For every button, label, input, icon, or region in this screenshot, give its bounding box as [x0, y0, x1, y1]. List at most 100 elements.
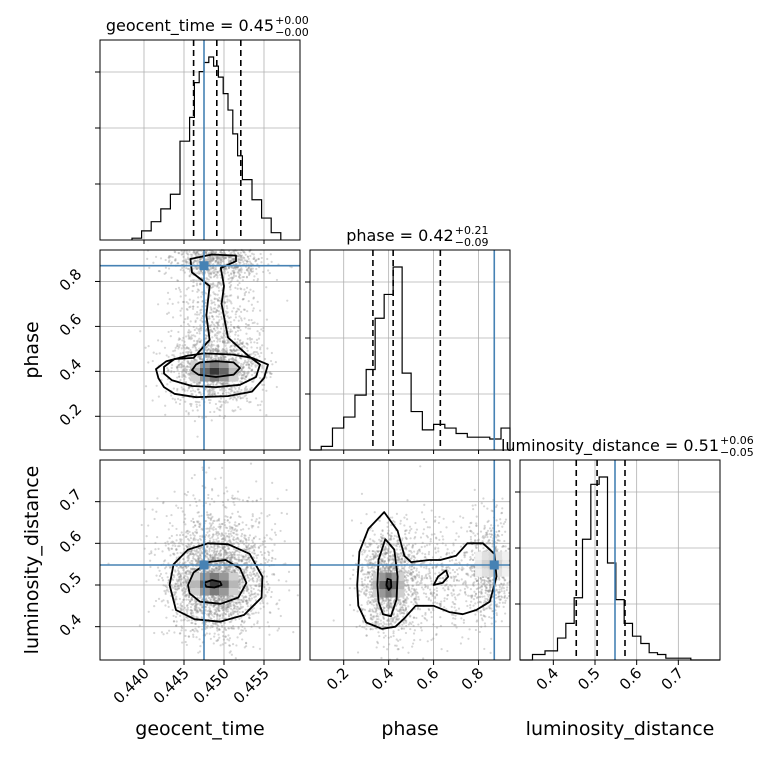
scatter-point	[260, 400, 263, 403]
scatter-point	[262, 326, 265, 330]
scatter-point	[271, 481, 274, 484]
scatter-point	[209, 294, 212, 297]
scatter-point	[214, 307, 217, 310]
scatter-point	[189, 504, 192, 507]
scatter-point	[243, 271, 246, 274]
scatter-point	[217, 381, 220, 384]
scatter-point	[212, 251, 215, 254]
scatter-point	[179, 295, 182, 298]
scatter-point	[251, 513, 254, 516]
scatter-point	[236, 307, 239, 310]
scatter-point	[185, 262, 188, 265]
scatter-point	[224, 310, 227, 313]
panel-grid	[310, 250, 510, 450]
scatter-point	[230, 276, 234, 279]
scatter-point	[195, 636, 198, 639]
scatter-point	[212, 250, 215, 253]
scatter-point	[247, 527, 250, 530]
scatter-point	[251, 321, 254, 325]
scatter-point	[216, 293, 219, 296]
scatter-point	[245, 275, 249, 278]
scatter-point	[163, 272, 166, 276]
scatter-point	[244, 394, 248, 397]
scatter-point	[244, 359, 247, 362]
scatter-point	[199, 253, 202, 256]
scatter-point	[217, 519, 221, 522]
scatter-point	[265, 580, 268, 583]
scatter-point	[246, 363, 249, 366]
scatter-point	[212, 526, 215, 529]
scatter-point	[222, 341, 225, 344]
scatter-point	[188, 250, 191, 253]
scatter-point	[225, 268, 228, 271]
scatter-point	[198, 332, 201, 335]
scatter-point	[205, 252, 208, 255]
scatter-point	[235, 348, 239, 352]
scatter-point	[214, 273, 218, 276]
density-cell	[190, 374, 200, 382]
scatter-point	[171, 353, 174, 357]
scatter-point	[248, 401, 251, 404]
scatter-point	[214, 260, 217, 263]
scatter-point	[207, 496, 210, 500]
scatter-point	[199, 557, 202, 560]
scatter-point	[221, 625, 224, 628]
scatter-point	[215, 273, 218, 276]
scatter-point	[270, 260, 273, 263]
scatter-point	[205, 471, 208, 474]
scatter-point	[268, 272, 271, 275]
scatter-point	[195, 250, 199, 254]
scatter-point	[232, 349, 236, 352]
scatter-point	[235, 359, 238, 362]
scatter-point	[210, 308, 213, 312]
scatter-point	[255, 584, 258, 587]
scatter-point	[185, 598, 188, 601]
scatter-point	[235, 348, 238, 351]
scatter-point	[182, 365, 185, 368]
scatter-point	[245, 397, 248, 400]
scatter-point	[205, 277, 208, 280]
scatter-point	[229, 300, 232, 303]
scatter-point	[230, 534, 233, 537]
scatter-point	[212, 344, 215, 347]
scatter-point	[197, 252, 200, 256]
scatter-point	[174, 287, 178, 291]
scatter-point	[222, 638, 225, 641]
scatter-point	[234, 356, 238, 359]
scatter-point	[230, 627, 233, 630]
scatter-point	[231, 269, 234, 273]
scatter-point	[210, 324, 213, 327]
scatter-point	[191, 253, 194, 256]
scatter-point	[194, 250, 197, 254]
scatter-point	[171, 544, 174, 547]
scatter-point	[245, 523, 248, 527]
scatter-point	[241, 581, 244, 584]
scatter-point	[240, 377, 243, 381]
scatter-point	[245, 342, 249, 345]
scatter-point	[279, 614, 282, 618]
scatter-point	[205, 533, 208, 537]
scatter-point	[238, 617, 241, 620]
scatter-point	[243, 256, 246, 260]
scatter-point	[230, 266, 234, 269]
scatter-point	[227, 339, 230, 342]
scatter-point	[241, 298, 245, 301]
scatter-point	[206, 383, 209, 387]
scatter-point	[186, 252, 189, 255]
scatter-point	[197, 270, 200, 273]
scatter-point	[180, 366, 183, 369]
scatter-point	[246, 255, 250, 259]
scatter-point	[214, 349, 217, 352]
scatter-point	[246, 323, 249, 327]
scatter-point	[240, 377, 243, 380]
scatter-point	[188, 324, 191, 327]
scatter-point	[195, 348, 199, 352]
scatter-point	[233, 257, 236, 261]
scatter-point	[224, 301, 227, 304]
scatter-point	[240, 342, 243, 345]
scatter-point	[201, 300, 204, 303]
scatter-point	[247, 538, 250, 541]
scatter-point	[240, 388, 243, 392]
scatter-point	[232, 548, 236, 551]
scatter-point	[193, 328, 196, 332]
